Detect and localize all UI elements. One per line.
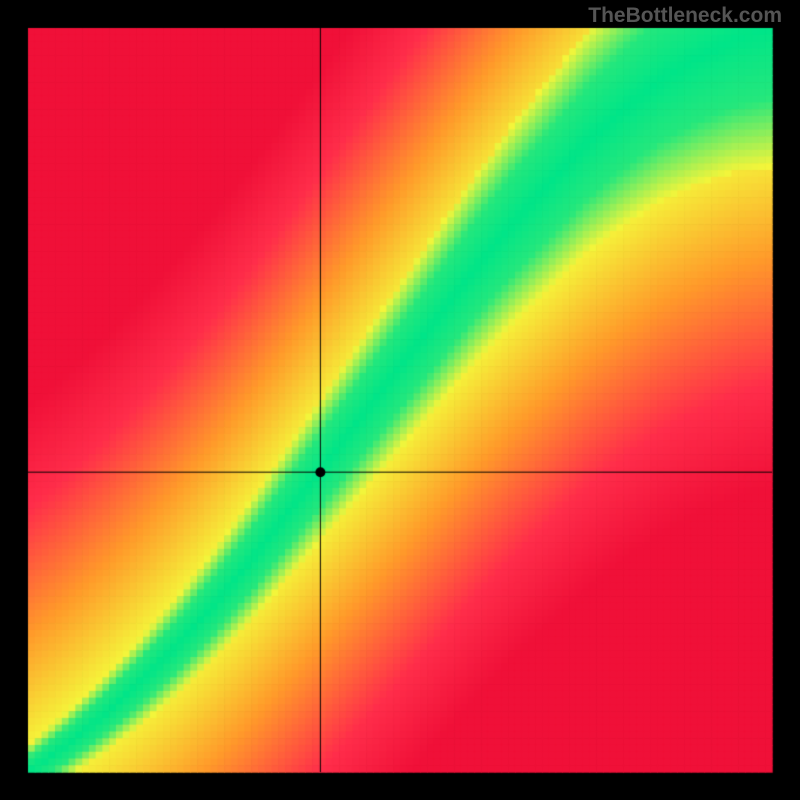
bottleneck-heatmap: [0, 0, 800, 800]
site-watermark: TheBottleneck.com: [588, 4, 782, 28]
